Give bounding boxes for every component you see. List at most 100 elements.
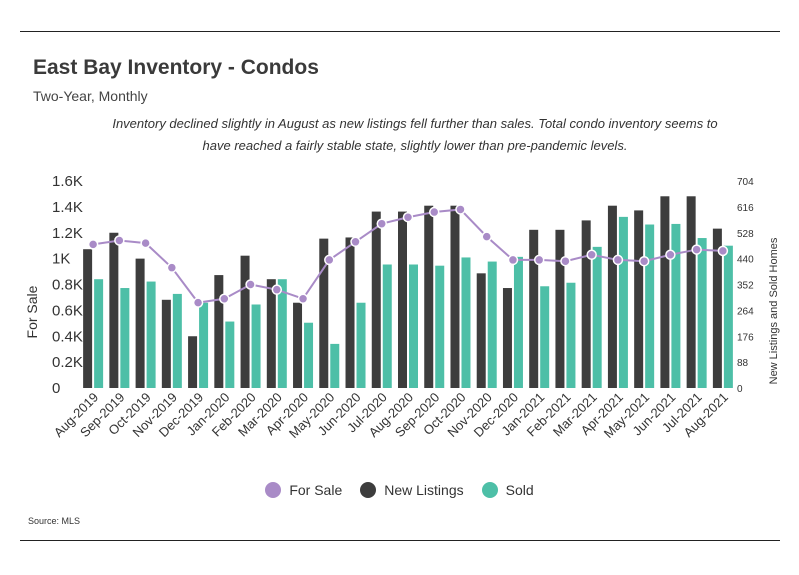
- legend-item-for-sale: For Sale: [265, 482, 342, 498]
- sold-bar: [435, 265, 445, 388]
- new-listings-bar: [450, 205, 460, 388]
- sold-bar: [513, 256, 523, 388]
- sold-bar: [618, 216, 628, 388]
- new-listings-bar: [345, 237, 355, 388]
- for-sale-point: [166, 262, 178, 273]
- right-tick-label: 88: [737, 358, 749, 369]
- for-sale-point: [455, 204, 466, 215]
- new-listings-bar: [109, 232, 119, 388]
- new-listings-bar: [83, 249, 93, 388]
- for-sale-point: [297, 293, 309, 304]
- new-listings-bar: [529, 229, 539, 388]
- chart-title: East Bay Inventory - Condos: [33, 56, 319, 79]
- for-sale-point: [560, 255, 571, 267]
- legend-label-sold: Sold: [505, 482, 534, 498]
- left-tick-label: 0.4K: [52, 328, 83, 345]
- new-listings-bar: [398, 211, 407, 388]
- sold-bar: [645, 224, 655, 388]
- right-tick-label: 704: [737, 177, 754, 188]
- legend-item-sold: Sold: [481, 482, 534, 498]
- new-listings-bar: [214, 275, 224, 388]
- sold-bar: [566, 282, 576, 388]
- for-sale-point: [586, 249, 597, 260]
- chart-note: Inventory declined slightly in August as…: [112, 116, 718, 153]
- new-listings-bar: [319, 238, 329, 388]
- new-listings-bar: [686, 196, 696, 388]
- for-sale-point: [638, 255, 650, 267]
- legend-item-new-listings: New Listings: [360, 482, 464, 498]
- new-listings-bar: [581, 220, 591, 388]
- source-note: Source: MLS: [28, 516, 81, 526]
- bottom-rule: [20, 540, 780, 541]
- for-sale-point: [219, 293, 230, 304]
- sold-bar: [487, 261, 497, 388]
- sold-bar: [120, 288, 130, 388]
- right-tick-label: 528: [737, 229, 754, 240]
- right-tick-label: 352: [737, 281, 754, 292]
- sold-bar: [671, 223, 681, 388]
- for-sale-point: [481, 231, 492, 242]
- sold-bar: [146, 281, 156, 388]
- legend-swatch-for-sale: [265, 482, 282, 498]
- for-sale-point: [192, 297, 204, 308]
- right-tick-label: 264: [737, 306, 754, 317]
- new-listings-bar: [555, 229, 565, 388]
- for-sale-point: [245, 279, 256, 290]
- sold-bar: [199, 302, 209, 388]
- for-sale-point: [376, 218, 388, 229]
- sold-bar: [330, 343, 340, 388]
- right-axis-label: New Listings and Sold Homes: [768, 237, 780, 384]
- right-tick-label: 616: [737, 203, 754, 214]
- left-tick-label: 1.6K: [52, 173, 83, 190]
- sold-bar: [356, 302, 366, 388]
- new-listings-bar: [476, 273, 486, 388]
- left-tick-label: 0: [52, 380, 60, 397]
- right-tick-label: 0: [737, 384, 743, 395]
- new-listings-bar: [424, 205, 434, 388]
- left-tick-label: 0.6K: [52, 302, 83, 319]
- legend-swatch-new-listings: [360, 482, 377, 498]
- new-listings-bar: [371, 211, 381, 388]
- left-tick-label: 1.4K: [52, 199, 83, 216]
- for-sale-point: [324, 254, 335, 266]
- for-sale-point: [612, 254, 624, 266]
- for-sale-point: [507, 254, 519, 266]
- left-tick-label: 0.2K: [52, 354, 83, 371]
- new-listings-bar: [188, 336, 198, 388]
- new-listings-bar: [266, 279, 276, 388]
- for-sale-point: [271, 284, 283, 295]
- new-listings-bar: [607, 205, 617, 388]
- new-listings-bar: [240, 255, 250, 388]
- new-listings-bar: [161, 299, 171, 388]
- left-tick-label: 1K: [52, 251, 70, 268]
- new-listings-bar: [712, 228, 722, 388]
- for-sale-point: [114, 235, 125, 246]
- top-rule: [20, 31, 780, 32]
- legend-label-new-listings: New Listings: [384, 482, 464, 498]
- new-listings-bar: [634, 210, 644, 388]
- new-listings-bar: [135, 258, 145, 388]
- sold-bar: [409, 264, 418, 388]
- for-sale-point: [402, 211, 414, 223]
- sold-bar: [461, 257, 471, 388]
- sold-bar: [697, 238, 707, 388]
- legend-swatch-sold: [481, 482, 498, 498]
- sold-bar: [225, 321, 235, 388]
- right-tick-label: 440: [737, 255, 754, 266]
- sold-bar: [94, 279, 104, 388]
- new-listings-bar: [293, 302, 303, 388]
- sold-bar: [277, 279, 287, 388]
- chart-subtitle: Two-Year, Monthly: [33, 88, 148, 104]
- sold-bar: [592, 246, 602, 388]
- left-tick-label: 1.2K: [52, 225, 83, 242]
- for-sale-point: [717, 245, 729, 257]
- left-tick-label: 0.8K: [52, 277, 83, 294]
- sold-bar: [172, 293, 182, 388]
- for-sale-point: [533, 254, 545, 266]
- for-sale-line: [92, 208, 723, 304]
- sold-bar: [382, 264, 392, 388]
- new-listings-bar: [660, 196, 670, 388]
- sold-bar: [251, 304, 261, 388]
- for-sale-point: [87, 239, 99, 250]
